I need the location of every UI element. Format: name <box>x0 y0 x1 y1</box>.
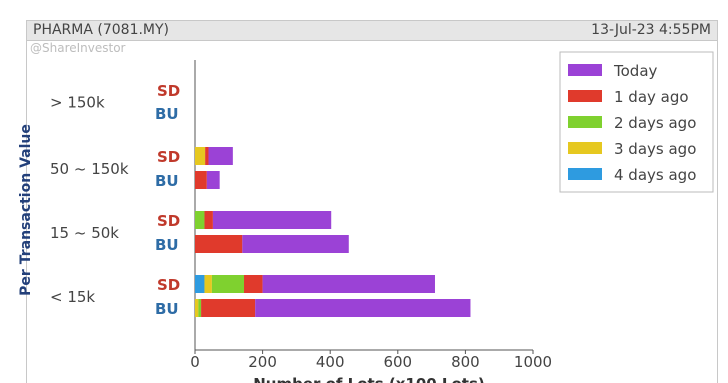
legend-label-today: Today <box>613 62 658 80</box>
x-tick-label: 0 <box>190 353 200 371</box>
watermark: @ShareInvestor <box>30 41 126 55</box>
legend-swatch-day3 <box>568 142 602 154</box>
bar-segment-sd-day2 <box>211 275 245 293</box>
bu-label: BU <box>155 300 179 318</box>
x-tick-label: 600 <box>383 353 412 371</box>
chart-title: PHARMA (7081.MY) <box>33 22 170 38</box>
x-tick-label: 200 <box>248 353 277 371</box>
bar-segment-bu-today <box>206 171 220 189</box>
bar-segment-bu-day1 <box>195 235 243 253</box>
y-axis-title: Per Transaction Value <box>18 124 34 296</box>
bu-label: BU <box>155 172 179 190</box>
x-axis-title: Number of Lots (x100 Lots) <box>253 375 485 383</box>
bu-label: BU <box>155 236 179 254</box>
x-tick-label: 800 <box>451 353 480 371</box>
bar-segment-sd-day1 <box>205 147 209 165</box>
legend-swatch-day2 <box>568 116 602 128</box>
bar-segment-bu-day1 <box>201 299 256 317</box>
bar-segment-sd-today <box>208 147 233 165</box>
sd-label: SD <box>157 82 180 100</box>
bar-segment-sd-day3 <box>204 275 212 293</box>
chart-timestamp: 13-Jul-23 4:55PM <box>591 22 711 38</box>
bar-segment-sd-day1 <box>244 275 263 293</box>
bar-segment-bu-day3 <box>195 299 199 317</box>
category-label: > 150k <box>50 94 105 112</box>
bu-label: BU <box>155 105 179 123</box>
legend-swatch-day1 <box>568 90 602 102</box>
bar-segment-sd-today <box>212 211 332 229</box>
chart-header: PHARMA (7081.MY) 13-Jul-23 4:55PM <box>26 20 718 41</box>
x-tick-label: 1000 <box>514 353 552 371</box>
bar-segment-sd-day2 <box>195 211 205 229</box>
bar-segment-sd-day3 <box>195 147 206 165</box>
legend-swatch-today <box>568 64 602 76</box>
category-label: < 15k <box>50 288 95 306</box>
sd-label: SD <box>157 212 180 230</box>
legend-label-day1: 1 day ago <box>614 88 689 106</box>
bar-segment-sd-day1 <box>204 211 213 229</box>
legend-swatch-day4 <box>568 168 602 180</box>
bar-segment-bu-today <box>242 235 349 253</box>
sd-label: SD <box>157 276 180 294</box>
legend-label-day2: 2 days ago <box>614 114 696 132</box>
bar-segment-sd-day4 <box>195 275 205 293</box>
legend-label-day4: 4 days ago <box>614 166 696 184</box>
bar-segment-sd-today <box>262 275 435 293</box>
legend-label-day3: 3 days ago <box>614 140 696 158</box>
x-tick-label: 400 <box>316 353 345 371</box>
bar-segment-bu-day1 <box>195 171 207 189</box>
sd-label: SD <box>157 148 180 166</box>
bar-segment-bu-day2 <box>198 299 202 317</box>
category-label: 50 ~ 150k <box>50 160 129 178</box>
category-label: 15 ~ 50k <box>50 224 119 242</box>
bar-segment-bu-today <box>255 299 471 317</box>
